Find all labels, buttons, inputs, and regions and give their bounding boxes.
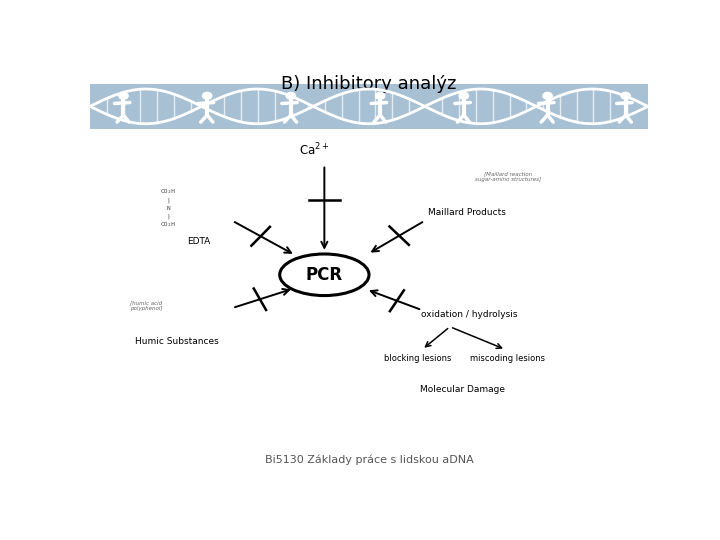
- Text: Molecular Damage: Molecular Damage: [420, 384, 505, 394]
- Circle shape: [202, 92, 212, 99]
- Circle shape: [376, 92, 384, 99]
- Circle shape: [119, 92, 128, 99]
- Text: EDTA: EDTA: [187, 237, 210, 246]
- Circle shape: [287, 92, 295, 99]
- Text: |: |: [166, 214, 170, 219]
- Ellipse shape: [280, 254, 369, 295]
- Text: CO₂H: CO₂H: [161, 222, 176, 227]
- Text: Maillard Products: Maillard Products: [428, 208, 505, 217]
- Text: |: |: [166, 197, 170, 202]
- Text: Bi5130 Základy práce s lidskou aDNA: Bi5130 Základy práce s lidskou aDNA: [265, 455, 473, 465]
- Text: [humic acid
polyphenol]: [humic acid polyphenol]: [130, 301, 162, 312]
- Text: Ca$^{2+}$: Ca$^{2+}$: [300, 141, 330, 158]
- Text: blocking lesions: blocking lesions: [384, 354, 451, 363]
- Text: [Maillard reaction
sugar-amino structures]: [Maillard reaction sugar-amino structure…: [475, 172, 541, 183]
- Text: PCR: PCR: [306, 266, 343, 284]
- Circle shape: [543, 92, 552, 99]
- Text: B) Inhibitory analýz: B) Inhibitory analýz: [282, 75, 456, 93]
- Text: miscoding lesions: miscoding lesions: [470, 354, 545, 363]
- Text: oxidation / hydrolysis: oxidation / hydrolysis: [421, 310, 518, 319]
- Text: Humic Substances: Humic Substances: [135, 337, 218, 346]
- Text: CO₂H: CO₂H: [161, 189, 176, 194]
- Circle shape: [459, 92, 469, 99]
- Circle shape: [621, 92, 630, 99]
- Bar: [90, 84, 648, 129]
- Text: N: N: [166, 206, 170, 211]
